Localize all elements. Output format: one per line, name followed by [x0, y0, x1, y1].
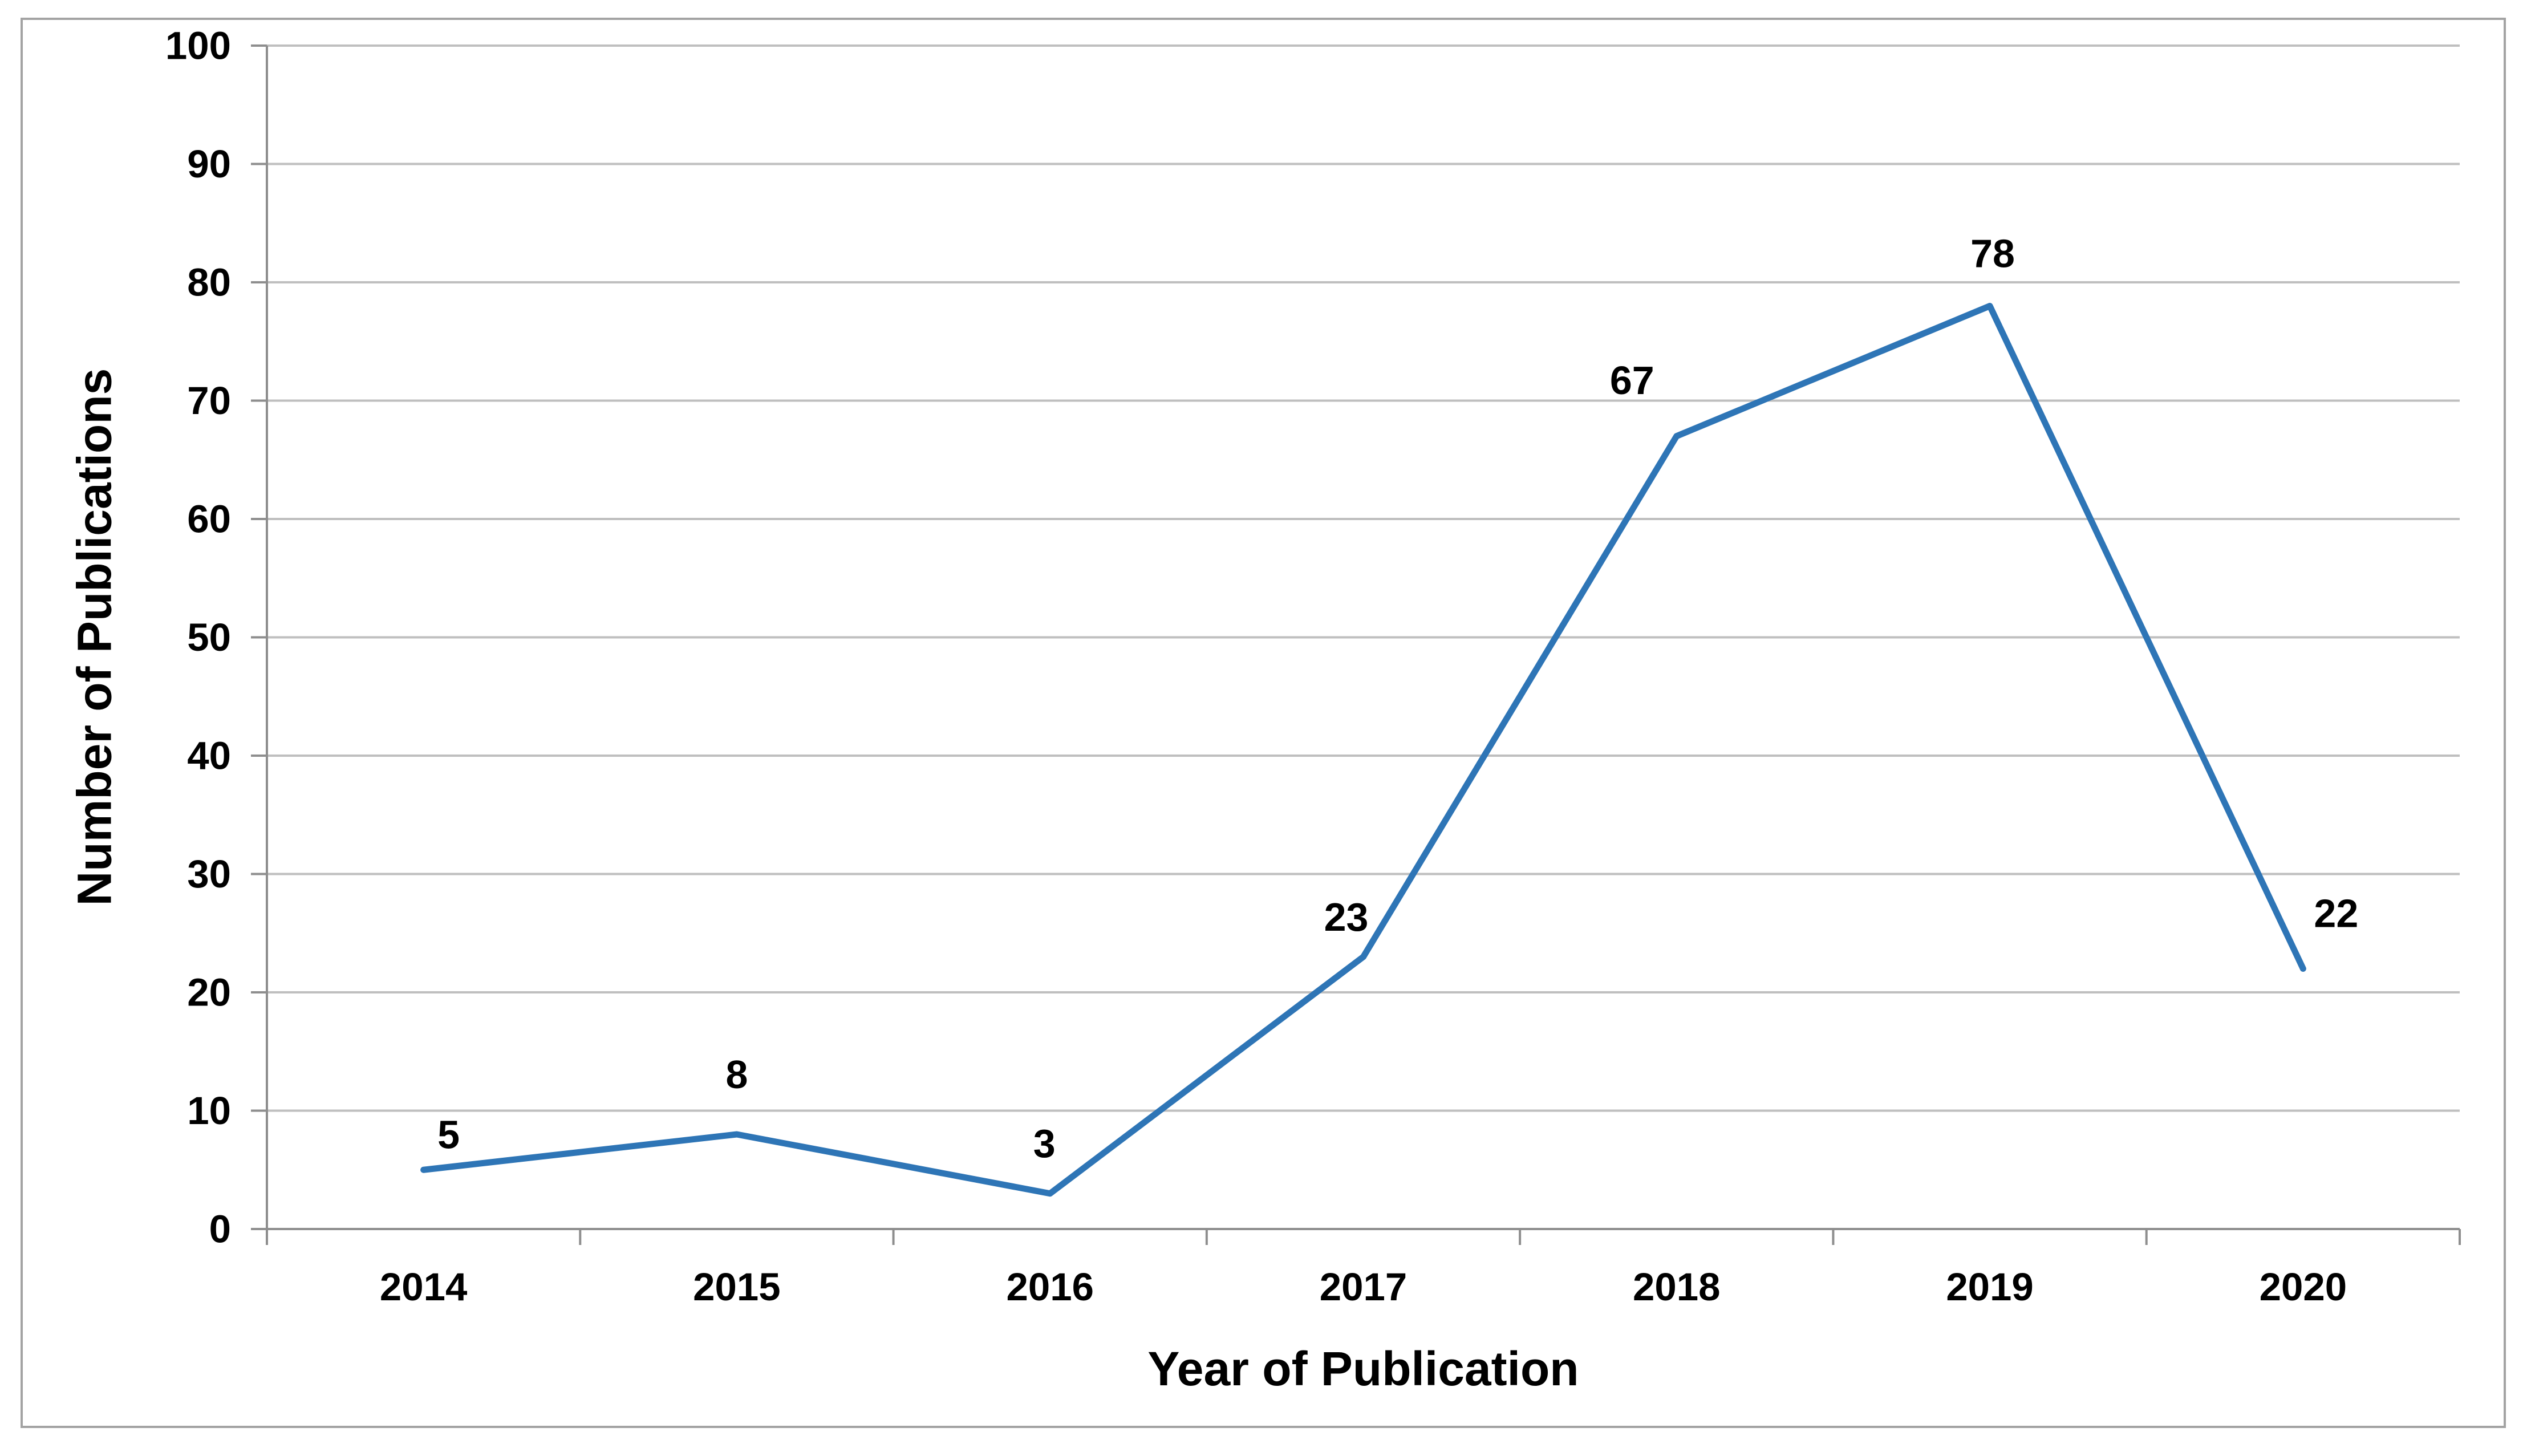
y-tick-label: 80 [187, 261, 231, 305]
data-label: 78 [1970, 232, 2015, 276]
y-tick-label: 100 [165, 24, 231, 68]
y-tick-label: 90 [187, 142, 231, 186]
x-tick-label: 2016 [1006, 1265, 1094, 1309]
y-tick-label: 50 [187, 615, 231, 659]
chart-border [21, 18, 2506, 1428]
data-label: 22 [2314, 891, 2358, 936]
data-label: 23 [1324, 895, 1369, 939]
x-axis-title: Year of Publication [1147, 1342, 1579, 1396]
x-tick-label: 2020 [2260, 1265, 2347, 1309]
data-label: 5 [437, 1112, 460, 1157]
x-tick-label: 2017 [1320, 1265, 1408, 1309]
series-line [420, 303, 2306, 1197]
y-tick-label: 0 [209, 1207, 231, 1251]
y-tick-label: 30 [187, 852, 231, 896]
x-tick-label: 2019 [1946, 1265, 2034, 1309]
y-tick-label: 60 [187, 497, 231, 541]
data-label: 8 [725, 1052, 748, 1097]
y-tick-label: 20 [187, 971, 231, 1015]
y-tick-label: 70 [187, 379, 231, 423]
y-tick-label: 40 [187, 734, 231, 778]
data-label: 3 [1033, 1121, 1056, 1166]
y-tick-label: 10 [187, 1089, 231, 1133]
x-tick-label: 2015 [693, 1265, 781, 1309]
y-axis-title: Number of Publications [67, 368, 121, 906]
data-label: 67 [1610, 358, 1654, 403]
x-tick-label: 2018 [1633, 1265, 1721, 1309]
x-tick-label: 2014 [380, 1265, 468, 1309]
